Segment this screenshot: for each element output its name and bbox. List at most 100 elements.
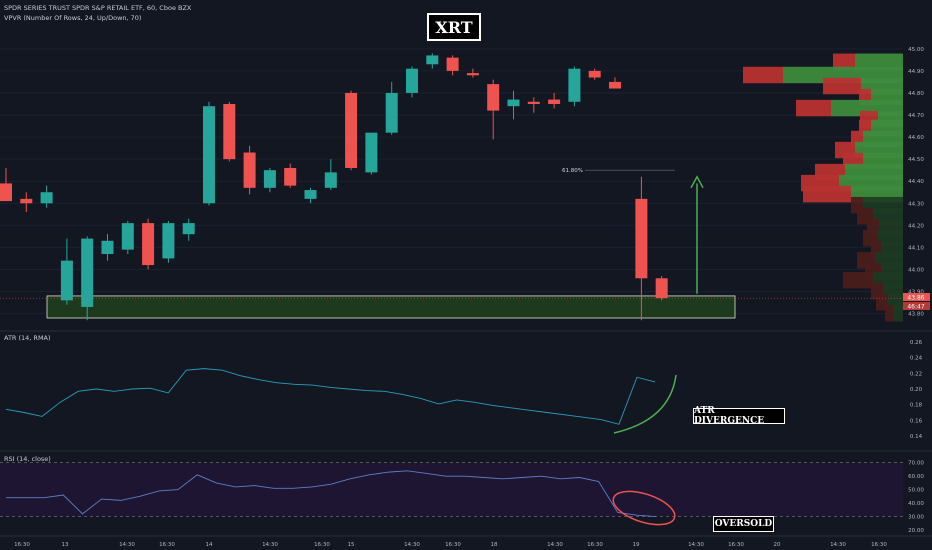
candle-body <box>223 103 236 160</box>
time-axis-tick: 15 <box>348 542 355 548</box>
vpvr-indicator-title: VPVR (Number Of Rows, 24, Up/Down, 70) <box>4 14 142 22</box>
rsi-axis-tick: 40.00 <box>908 501 924 507</box>
candle-body <box>81 238 94 307</box>
rsi-indicator-title: RSI (14, close) <box>4 455 51 463</box>
candle-body <box>385 92 398 133</box>
candle-body <box>426 55 439 65</box>
countdown-text: 46:47 <box>907 304 924 311</box>
volume-profile-down-bar <box>803 185 851 203</box>
atr-axis-tick: 0.16 <box>910 418 923 424</box>
rsi-axis-tick: 60.00 <box>908 474 924 480</box>
candle-body <box>548 99 561 104</box>
last-price-text: 43.86 <box>907 295 924 302</box>
price-axis-tick: 44.40 <box>908 179 924 185</box>
atr-axis-tick: 0.24 <box>910 356 923 362</box>
rsi-band <box>0 462 903 517</box>
last-price-tag <box>903 293 930 301</box>
symbol-title: SPDR SERIES TRUST SPDR S&P RETAIL ETF, 6… <box>4 4 192 12</box>
candle-body <box>324 172 337 188</box>
fib-level-label: 61.80% <box>562 168 583 174</box>
up-arrow <box>690 175 704 294</box>
atr-divergence-annotation: ATR DIVERGENCE <box>693 406 785 426</box>
price-axis-tick: 44.30 <box>908 201 924 207</box>
oversold-annotation: OVERSOLD <box>713 516 774 532</box>
volume-profile-down-bar <box>871 241 881 258</box>
time-axis-tick: 16:30 <box>871 542 887 548</box>
time-axis-tick: 14:30 <box>404 542 420 548</box>
candle-body <box>121 223 134 250</box>
rsi-axis-tick: 20.00 <box>908 528 924 534</box>
candle-body <box>203 106 215 204</box>
time-axis-tick: 20 <box>774 542 781 548</box>
rsi-axis-tick: 50.00 <box>908 488 924 494</box>
candle-body <box>263 170 276 188</box>
time-axis-tick: 16:30 <box>445 542 461 548</box>
candlestick-series <box>0 53 668 321</box>
candle-body <box>507 99 520 107</box>
atr-line <box>5 368 656 425</box>
price-axis-tick: 44.20 <box>908 223 924 229</box>
volume-profile-down-bar <box>823 77 861 95</box>
atr-indicator-title: ATR (14, RMA) <box>4 334 51 342</box>
price-axis-tick: 45.00 <box>908 47 924 53</box>
atr-axis-tick: 0.26 <box>910 340 923 346</box>
countdown-tag <box>903 302 930 310</box>
time-axis-tick: 14:30 <box>262 542 278 548</box>
atr-divergence-curve <box>613 374 677 434</box>
candle-body <box>243 152 256 188</box>
price-axis-tick: 44.10 <box>908 245 924 251</box>
candle-body <box>60 260 73 301</box>
volume-profile-up-bar <box>893 305 903 322</box>
price-axis-tick: 43.80 <box>908 312 924 318</box>
time-axis-tick: 14:30 <box>547 542 563 548</box>
candle-body <box>304 190 317 199</box>
price-axis: 45.00 44.90 44.80 44.70 44.60 44.50 44.40 44.30… <box>908 47 924 318</box>
rsi-line <box>6 470 657 517</box>
rsi-axis-tick: 70.00 <box>908 461 924 467</box>
price-tags: 43.86 46:47 <box>903 293 930 311</box>
candle-body <box>446 57 459 71</box>
candle-body <box>568 68 581 102</box>
volume-profile <box>743 53 903 322</box>
price-axis-tick: 44.90 <box>908 69 924 75</box>
price-axis-tick: 44.50 <box>908 157 924 163</box>
time-axis-tick: 19 <box>633 542 640 548</box>
candle-body <box>466 73 479 76</box>
volume-profile-down-bar <box>833 53 855 70</box>
candle-body <box>406 68 418 93</box>
atr-axis-tick: 0.14 <box>910 434 923 440</box>
rsi-axis-tick: 30.00 <box>908 515 924 521</box>
candle-body <box>365 132 378 173</box>
time-axis-tick: 14:30 <box>119 542 135 548</box>
volume-profile-down-bar <box>843 271 873 289</box>
atr-axis-tick: 0.18 <box>910 403 923 409</box>
time-axis-tick: 13 <box>62 542 69 548</box>
candle-body <box>40 192 53 204</box>
candle-body <box>101 240 114 255</box>
candle-body <box>527 101 540 104</box>
price-axis-tick: 44.70 <box>908 113 924 119</box>
time-axis: 16:30 13 14:30 16:30 14 14:30 16:30 15 14:30 16:3… <box>14 542 887 548</box>
candle-body <box>20 198 33 204</box>
time-axis-tick: 16:30 <box>14 542 30 548</box>
candle-body <box>284 167 297 186</box>
rsi-axis: 70.00 60.00 50.00 40.00 30.00 20.00 <box>908 461 924 534</box>
candle-body <box>655 278 668 299</box>
time-axis-tick: 16:30 <box>314 542 330 548</box>
volume-profile-down-bar <box>743 66 783 84</box>
atr-axis-tick: 0.22 <box>910 371 922 377</box>
volume-profile-down-bar <box>796 99 831 117</box>
time-axis-tick: 16:30 <box>728 542 744 548</box>
time-axis-tick: 14:30 <box>688 542 704 548</box>
candle-body <box>142 223 155 266</box>
support-zone <box>46 295 736 319</box>
candle-body <box>635 198 648 279</box>
arrow-head <box>690 175 704 189</box>
candle-body <box>182 223 195 235</box>
price-axis-tick: 44.00 <box>908 267 924 273</box>
atr-axis: 0.26 0.24 0.22 0.20 0.18 0.16 0.14 <box>910 340 923 440</box>
price-axis-tick: 44.60 <box>908 135 924 141</box>
time-axis-tick: 16:30 <box>587 542 603 548</box>
time-axis-tick: 14 <box>206 542 213 548</box>
